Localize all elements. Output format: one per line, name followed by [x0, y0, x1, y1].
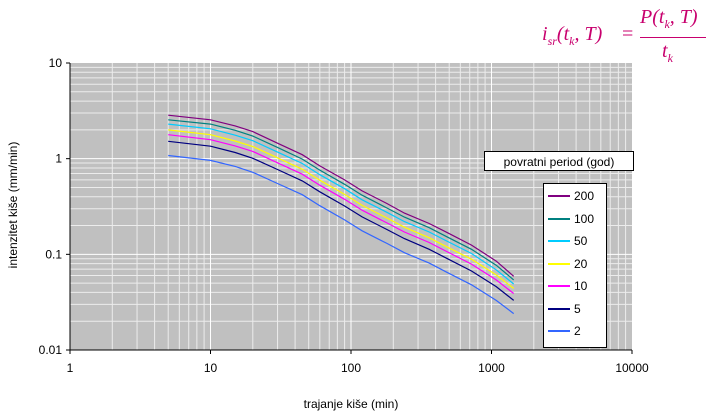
y-tick-label: 1	[55, 152, 62, 166]
y-tick-label: 10	[49, 56, 63, 70]
legend-label: 20	[574, 256, 588, 271]
legend-swatch	[548, 262, 570, 265]
formula-num-end: , T)	[669, 6, 698, 28]
x-tick-label: 10	[204, 361, 218, 375]
legend-swatch	[548, 330, 570, 332]
formula-lhs-args: (t	[556, 23, 570, 45]
series-line-10	[168, 134, 515, 294]
series-line-50	[168, 123, 515, 285]
legend-label: 2	[574, 324, 581, 338]
legend-label: 100	[574, 211, 595, 226]
y-axis-label: intenzitet kiše (mm/min)	[6, 142, 20, 269]
legend-swatch	[548, 285, 570, 287]
x-axis-label: trajanje kiše (min)	[304, 397, 399, 411]
formula-denominator: tk	[662, 40, 673, 66]
legend: 200 100 50 20 10 5 2	[543, 183, 607, 348]
formula-den-main: t	[662, 40, 668, 62]
series-line-5	[168, 140, 515, 301]
series-line-20	[168, 129, 515, 289]
formula-lhs-args-end: , T)	[574, 23, 603, 45]
x-tick-label: 1	[67, 361, 74, 375]
formula-lhs: isr(tk, T)	[542, 23, 602, 49]
series-line-100	[168, 119, 515, 281]
series-line-2	[168, 154, 515, 315]
y-tick-label: 0.01	[39, 343, 63, 357]
legend-item-2: 2	[544, 323, 606, 339]
legend-item-20: 20	[544, 256, 606, 272]
legend-item-5: 5	[544, 301, 606, 317]
y-tick-label: 0.1	[45, 247, 62, 261]
formula-lhs-main: i	[542, 23, 548, 45]
formula: isr(tk, T) = P(tk, T) tk	[540, 6, 710, 66]
legend-item-100: 100	[544, 211, 606, 227]
legend-swatch	[548, 307, 570, 310]
legend-label: 200	[574, 189, 595, 203]
series-line-200	[168, 114, 515, 277]
legend-item-200: 200	[544, 188, 606, 204]
legend-swatch	[548, 217, 570, 220]
legend-swatch	[548, 240, 570, 242]
legend-title: povratni period (god)	[484, 151, 634, 171]
formula-fraction-bar	[640, 37, 706, 38]
formula-numerator: P(tk, T)	[640, 6, 698, 32]
legend-item-50: 50	[544, 233, 606, 249]
formula-equals: =	[622, 23, 634, 45]
legend-label: 10	[574, 279, 588, 293]
formula-num-sub: k	[664, 17, 670, 31]
legend-label: 5	[574, 301, 581, 316]
legend-label: 50	[574, 234, 588, 248]
formula-den-sub: k	[667, 51, 673, 65]
legend-swatch	[548, 195, 570, 197]
x-tick-label: 1000	[478, 361, 505, 375]
formula-num-main: P(t	[640, 6, 665, 28]
x-tick-label: 100	[341, 361, 361, 375]
formula-lhs-args-sub: k	[569, 34, 575, 48]
x-tick-label: 10000	[615, 361, 649, 375]
formula-lhs-sub: sr	[547, 34, 557, 48]
legend-item-10: 10	[544, 278, 606, 294]
